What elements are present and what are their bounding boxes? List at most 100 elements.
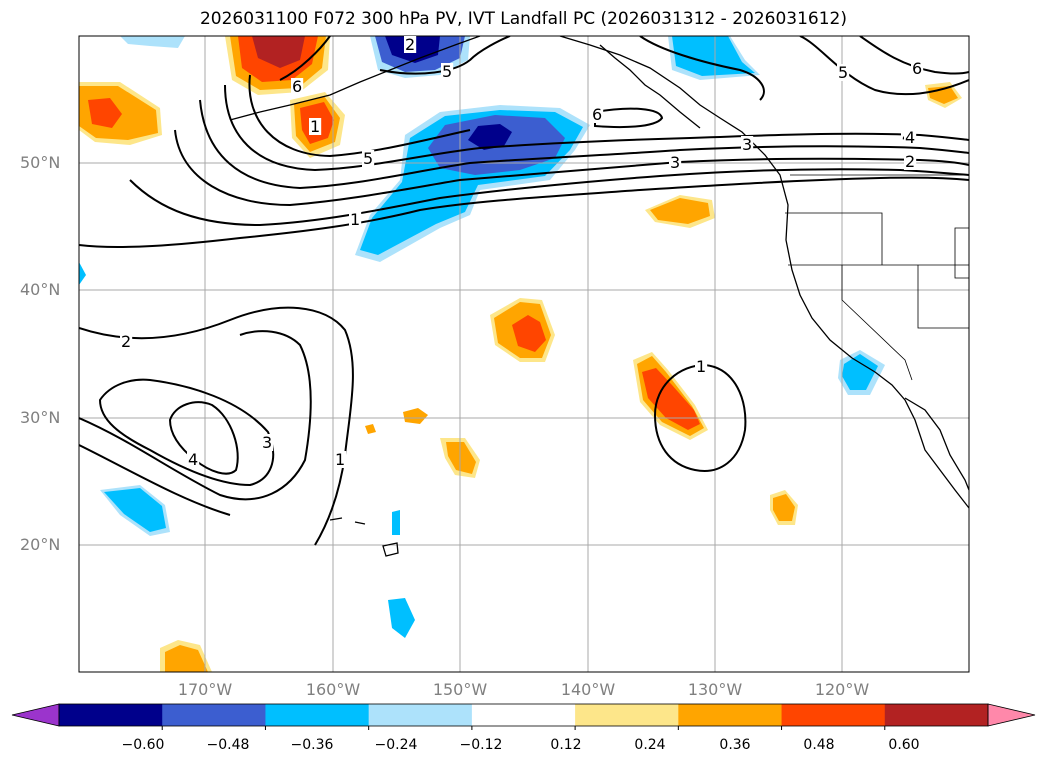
contour-label: 5 [838,63,848,82]
contour-label: 6 [592,105,602,124]
contour-label: 4 [905,128,915,147]
anomaly-patch [120,36,185,48]
contour-label: 5 [442,62,452,81]
contour-label: 3 [670,153,680,172]
contour-label-bg [911,60,924,77]
contour-label-bg [837,64,850,81]
colorbar-tick-label: −0.36 [290,737,334,753]
positive-anomaly-patches [79,36,962,672]
contour-label: 1 [335,450,345,469]
contour-label-bg [309,118,322,135]
colorbar-extend-max [987,703,1036,727]
colorbar-swatch [678,704,783,726]
anomaly-patch [403,408,428,424]
contour-line [129,168,969,227]
colorbar-tick-label: 0.48 [803,737,835,753]
contour-label: 1 [350,210,360,229]
colorbar-swatch [471,704,576,726]
contour-line [279,36,331,81]
anomaly-patch [392,510,400,535]
colorbar-tick-label: −0.60 [121,737,165,753]
lon-label: 130°W [687,680,743,699]
colorbar-tick-label: 0.36 [719,737,751,753]
colorbar-swatch [265,704,370,726]
colorbar-extend-min [11,703,60,727]
map-title: 2026031100 F072 300 hPa PV, IVT Landfall… [199,9,847,29]
lon-label: 160°W [305,680,361,699]
contour-line [79,306,354,546]
contour-label: 6 [292,77,302,96]
border-line [785,212,883,265]
contour-label-bg [187,451,200,468]
anomaly-patch [650,198,710,224]
border-line [954,227,969,279]
colorbar-tick-label: −0.24 [374,737,418,753]
contour-line [639,36,765,101]
colorbar-swatch [162,704,266,726]
pv-contours [79,36,969,546]
lon-label: 150°W [432,680,488,699]
lat-label: 50°N [20,153,61,172]
anomaly-patch [842,354,878,390]
lat-label: 30°N [20,408,61,427]
contour-label-bg [334,451,347,468]
contour-line [224,84,969,172]
anomaly-patch [642,368,700,430]
contour-label: 2 [121,332,131,351]
plot-frame [78,35,970,673]
contour-label: 2 [405,35,415,54]
contour-line [653,363,747,472]
lat-label: 40°N [20,280,61,299]
contour-label-bg [695,358,708,375]
contour-label-bg [349,211,362,228]
anomaly-patch [165,645,208,672]
plot-area [79,36,969,672]
lat-label: 20°N [20,535,61,554]
state-borders [785,174,969,381]
contour-line [79,176,969,249]
contour-line [168,401,239,475]
contour-label-bg [362,150,375,167]
contour-label: 4 [188,450,198,469]
colorbar-swatch [781,704,886,726]
anomaly-patch [672,36,755,76]
lon-label: 120°W [814,680,870,699]
anomaly-patch [88,98,122,128]
anomaly-patch [365,424,376,434]
contour-label: 3 [262,433,272,452]
contour-label-bg [741,136,754,153]
anomaly-patch [104,488,166,532]
colorbar-tick-label: −0.12 [459,737,503,753]
colorbar-tick-label: 0.60 [888,737,920,753]
contour-label-bg [591,106,604,123]
colorbar-swatch [59,704,163,726]
contour-label: 2 [905,152,915,171]
anomaly-patch [388,598,415,638]
contour-line [799,36,969,96]
contour-label: 3 [742,135,752,154]
anomaly-patch [79,262,86,285]
lon-label: 170°W [177,680,233,699]
contour-label-bg [291,78,304,95]
north-america-coast [559,36,969,509]
hawaii-islands [329,517,399,557]
coastlines [229,36,969,557]
anomaly-patch [512,315,546,352]
contour-line [79,444,231,516]
contour-line [199,99,969,190]
contour-label-bg [261,434,274,451]
contour-label-bg [669,154,682,171]
graticule [79,36,969,672]
contour-label-bg [904,153,917,170]
colorbar-tick-label: −0.48 [206,737,250,753]
colorbar [11,703,1036,730]
contour-line [859,36,969,75]
alaska-coast [229,36,481,121]
anomaly-patch [468,124,512,150]
contour-label-bg [904,129,917,146]
border-line [917,265,969,329]
contour-labels: 1 2 3 4 5 6 6 5 4 3 2 1 2 3 4 1 6 5 1 [120,35,924,469]
contour-label: 5 [363,149,373,168]
baja-coast [904,397,969,491]
